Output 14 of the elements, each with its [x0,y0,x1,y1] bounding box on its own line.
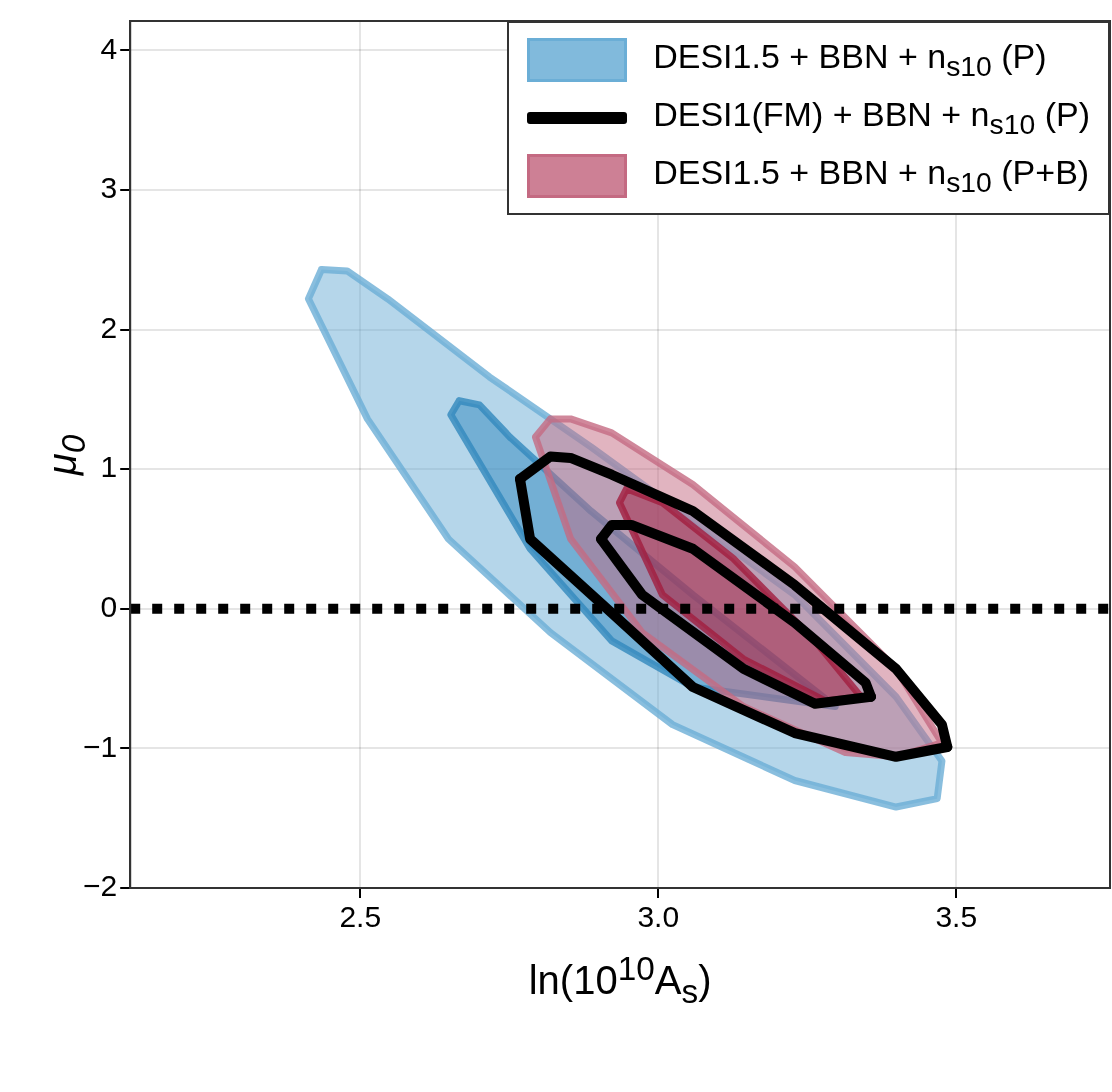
y-tick-label: −2 [82,869,118,903]
x-tick-label: 3.5 [935,900,978,934]
y-tick-label: 4 [100,31,118,65]
y-tick-label: 2 [100,310,118,344]
x-tick-label: 3.0 [637,900,680,934]
legend-label: DESI1.5 + BBN + n$_{s10}$ (P) [653,37,1047,83]
legend-label: DESI1(FM) + BBN + n$_{s10}$ (P) [653,95,1090,141]
y-tick-label: 0 [100,590,118,624]
x-axis-title: ln(10$^{10}$A$_{s}$) [528,950,712,1012]
y-tick-label: 3 [100,171,118,205]
y-tick-label: −1 [82,729,118,763]
x-tick-label: 2.5 [339,900,382,934]
y-tick-label: 1 [100,450,118,484]
legend-label: DESI1.5 + BBN + n$_{s10}$ (P+B) [653,153,1090,199]
